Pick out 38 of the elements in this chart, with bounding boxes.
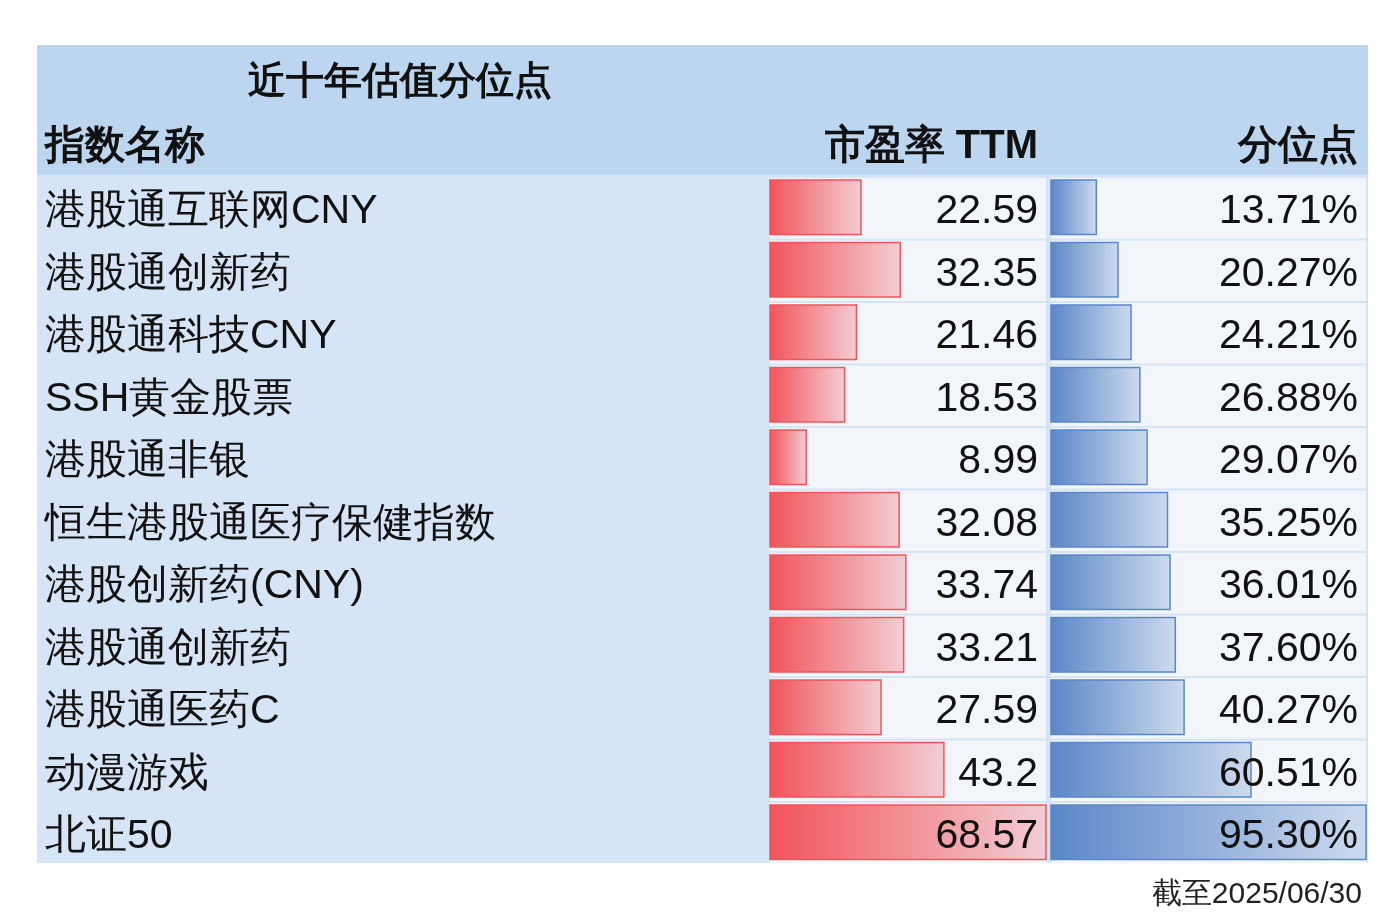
data-label: 33.74 (935, 561, 1038, 608)
data-label: 29.07% (1218, 436, 1358, 483)
data-label: 20.27% (1218, 248, 1358, 295)
y-tick-label: 港股通科技CNY (45, 311, 337, 358)
data-label: 26.88% (1218, 373, 1358, 420)
data-label: 60.51% (1218, 748, 1358, 795)
data-label: 13.71% (1218, 186, 1358, 233)
data-label: 33.21 (935, 623, 1038, 670)
y-tick-label: SSH黄金股票 (45, 373, 294, 420)
y-tick-label: 港股通创新药 (45, 623, 291, 670)
data-label: 24.21% (1218, 311, 1358, 358)
y-tick-label: 恒生港股通医疗保健指数 (43, 498, 496, 545)
y-tick-label: 北证50 (45, 811, 173, 858)
data-label: 36.01% (1218, 561, 1358, 608)
data-label: 40.27% (1218, 686, 1358, 733)
data-label: 18.53 (935, 373, 1038, 420)
y-tick-label: 港股通非银 (45, 436, 250, 483)
chart-subtitle: 分位点 (1237, 122, 1358, 166)
chart-subtitle: 市盈率 TTM (823, 122, 1038, 166)
y-tick-label: 港股通互联网CNY (45, 186, 378, 233)
data-label: 32.08 (935, 498, 1038, 545)
text: 截至2025/06/30 (1151, 876, 1362, 909)
data-label: 21.46 (935, 311, 1038, 358)
data-label: 43.2 (958, 748, 1038, 795)
y-tick-label: 港股通创新药 (45, 248, 291, 295)
y-tick-label: 动漫游戏 (45, 748, 209, 795)
y-tick-label: 港股创新药(CNY) (45, 561, 364, 608)
data-label: 27.59 (935, 686, 1038, 733)
data-label: 8.99 (958, 436, 1038, 483)
y-tick-label: 港股通医药C (45, 686, 280, 733)
text: 近十年估值分位点 (248, 59, 552, 101)
data-label: 95.30% (1218, 811, 1358, 858)
data-label: 37.60% (1218, 623, 1358, 670)
data-label: 68.57 (935, 811, 1038, 858)
data-label: 32.35 (935, 248, 1038, 295)
y-axis-title: 指数名称 (43, 122, 205, 166)
data-label: 22.59 (935, 186, 1038, 233)
data-label: 35.25% (1218, 498, 1358, 545)
